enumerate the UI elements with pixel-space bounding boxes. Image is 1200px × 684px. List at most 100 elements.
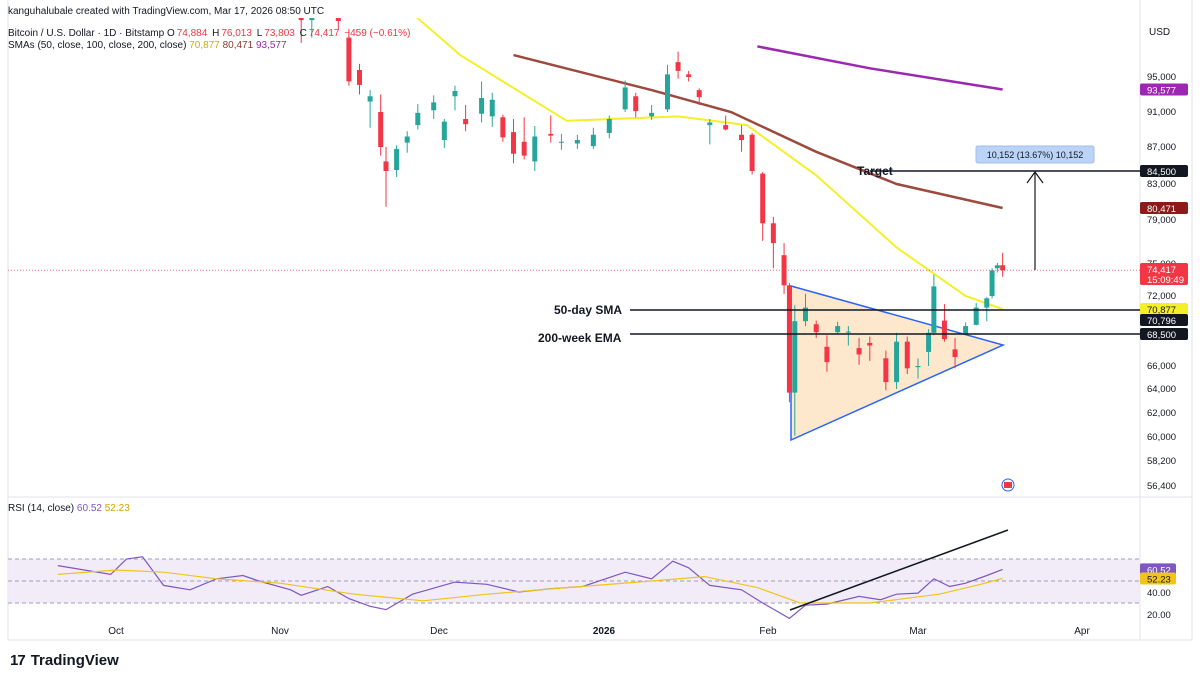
time-tick-label: Dec <box>430 626 448 637</box>
price-label-tag: 93,577 <box>1140 83 1188 96</box>
candle <box>511 119 517 164</box>
candle-body <box>867 342 873 346</box>
price-label-text: 68,500 <box>1147 330 1176 341</box>
candle <box>707 119 713 145</box>
price-tick-label: 91,000 <box>1147 107 1176 118</box>
price-label-tag: 70,796 <box>1140 314 1188 327</box>
candle <box>441 119 447 148</box>
target-annotation: Target <box>857 164 893 178</box>
candle-body <box>915 366 921 368</box>
candle-body <box>404 136 410 143</box>
candle <box>770 216 776 269</box>
candle <box>335 18 341 29</box>
candle-body <box>298 18 304 21</box>
currency-label[interactable]: USD <box>1149 27 1171 38</box>
candle-body <box>367 96 373 102</box>
candle-body <box>894 341 900 383</box>
price-label-bg <box>1140 165 1188 177</box>
tradingview-logo[interactable]: 17 TradingView <box>10 652 119 669</box>
candle-body <box>606 119 612 133</box>
candle-body <box>479 98 485 114</box>
rsi-legend[interactable]: RSI (14, close) 60.52 52.23 <box>8 503 130 515</box>
candle-body <box>984 298 990 308</box>
price-label-bg <box>1140 202 1188 214</box>
candle <box>346 28 352 86</box>
price-label-tag: 68,500 <box>1140 328 1188 341</box>
price-tick-label: 60,000 <box>1147 432 1176 443</box>
candle <box>883 350 889 391</box>
candle-body <box>532 136 538 162</box>
price-label-text: 93,577 <box>1147 85 1176 96</box>
sma-legend[interactable]: SMAs (50, close, 100, close, 200, close)… <box>8 40 287 52</box>
candle-body <box>649 112 655 117</box>
candle <box>532 126 538 171</box>
candle-body <box>770 223 776 244</box>
sma100-value: 80,471 <box>222 40 254 51</box>
measure-label: 10,152 (13.67%) 10,152 <box>987 150 1084 160</box>
candle-body <box>994 265 1000 269</box>
candle <box>521 117 527 160</box>
candle <box>786 283 792 403</box>
candle-body <box>696 90 702 98</box>
candle <box>760 171 766 241</box>
sma50-annotation: 50-day SMA <box>554 303 622 317</box>
candle <box>622 80 628 112</box>
low-label: L <box>256 28 263 39</box>
measure-label-box <box>975 145 1095 164</box>
candle-body <box>357 70 362 85</box>
candle <box>963 322 969 336</box>
candle <box>813 320 819 338</box>
candle <box>431 95 437 119</box>
rsi-trendline-up <box>789 529 1009 611</box>
candle-body <box>926 332 932 352</box>
rsi-ma-line <box>57 569 1003 604</box>
candle-body <box>781 255 787 286</box>
candle <box>394 145 400 178</box>
candle <box>479 81 485 123</box>
candle <box>649 105 655 120</box>
rsi-ma-value: 52.23 <box>104 503 130 514</box>
price-label-text: 70,796 <box>1147 316 1176 327</box>
candle-body <box>845 331 851 333</box>
candle <box>574 134 580 149</box>
candle <box>931 274 937 336</box>
price-label-tag: 70,877 <box>1140 303 1188 316</box>
tradingview-brand: TradingView <box>30 652 119 669</box>
ma-line-100 <box>513 53 1003 210</box>
candle-body <box>664 74 670 110</box>
candle <box>452 85 458 111</box>
time-tick-label: Apr <box>1074 626 1090 637</box>
candle <box>845 326 851 346</box>
time-tick-label: Oct <box>108 626 124 637</box>
open-value: 74,884 <box>176 28 208 39</box>
price-tick-label: 62,000 <box>1147 408 1176 419</box>
price-tick-label: 72,000 <box>1147 291 1176 302</box>
candle-body <box>786 285 792 393</box>
candle <box>548 115 554 143</box>
rsi-band <box>8 559 1140 603</box>
candle <box>298 18 304 43</box>
close-label: C <box>299 28 307 39</box>
candle-body <box>463 119 469 125</box>
candle <box>675 51 681 79</box>
ema200w-annotation: 200-week EMA <box>538 331 622 345</box>
event-flag-stripe <box>1004 482 1012 488</box>
candle <box>723 115 729 131</box>
candle <box>1000 252 1006 277</box>
price-tick-label: 64,000 <box>1147 384 1176 395</box>
candle-body <box>675 62 681 71</box>
close-value: 74,417 <box>308 28 340 39</box>
candle <box>989 268 995 299</box>
candle <box>558 133 564 150</box>
candle-body <box>574 140 580 144</box>
sma200-value: 93,577 <box>255 40 287 51</box>
rsi-label: RSI (14, close) <box>8 503 75 514</box>
candle-body <box>973 307 979 325</box>
price-label-text: 84,500 <box>1147 167 1176 178</box>
candle <box>952 337 958 369</box>
candle-body <box>856 348 862 355</box>
low-value: 73,803 <box>264 28 295 39</box>
